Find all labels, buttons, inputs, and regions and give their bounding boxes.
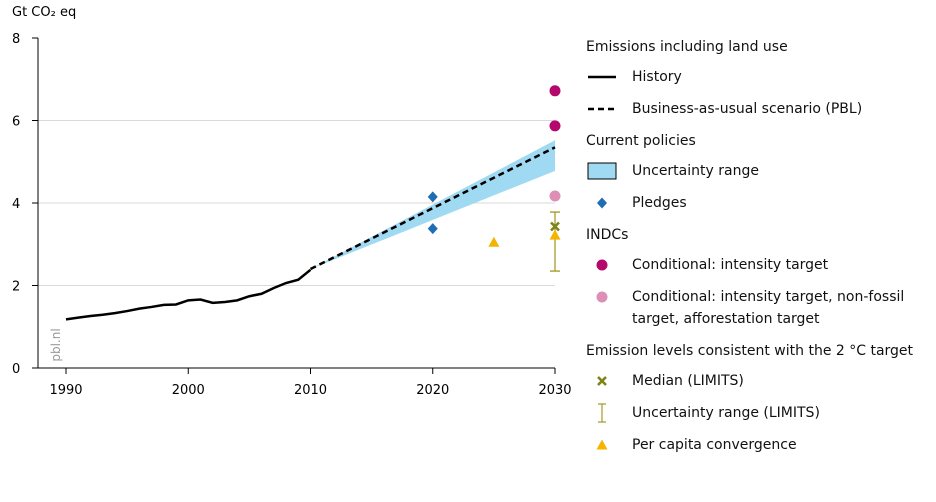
legend-label: Per capita convergence (632, 437, 797, 453)
marker (549, 120, 561, 132)
y-tick-label: 4 (12, 197, 20, 212)
legend-label: Uncertainty range (632, 163, 759, 179)
band (310, 140, 555, 269)
legend-heading: INDCs (586, 227, 629, 243)
legend-symbol (587, 162, 617, 180)
y-tick-label: 2 (12, 280, 20, 295)
legend-label: Pledges (632, 195, 687, 211)
chart: Gt CO₂ eq pbl.nl 0 2 4 6 8 1990 2000 2010 2020 20… (12, 5, 572, 398)
legend-symbol (597, 376, 607, 386)
legend-item: Median (LIMITS) (586, 370, 936, 392)
legend-heading: Current policies (586, 133, 696, 149)
line (65, 268, 312, 321)
legend-symbol (597, 197, 607, 209)
legend-symbol (596, 439, 608, 450)
marker (550, 221, 560, 232)
legend-heading: Emission levels consistent with the 2 °C… (586, 343, 914, 359)
x-tick-label: 2000 (172, 383, 205, 398)
error-bar (550, 211, 560, 272)
marker (427, 223, 438, 235)
marker (597, 197, 607, 209)
x-tick-label: 2010 (294, 383, 327, 398)
marker (596, 439, 608, 450)
marker (597, 376, 607, 386)
legend-item: Uncertainty range (LIMITS) (586, 402, 936, 424)
x-tick-label: 2020 (416, 383, 449, 398)
legend-symbol (588, 75, 616, 79)
marker (596, 291, 608, 303)
legend-item: Conditional: intensity target (586, 254, 936, 276)
y-tick-label: 6 (12, 115, 20, 130)
y-tick-label: 8 (12, 32, 20, 47)
legend-item: Conditional: intensity target, non-fossi… (586, 286, 936, 330)
legend-item: Pledges (586, 192, 936, 214)
legend-label: Conditional: intensity target, non-fossi… (632, 289, 905, 327)
dashed-line (309, 146, 556, 271)
x-tick-label: 2030 (538, 383, 571, 398)
watermark: pbl.nl (49, 328, 63, 361)
legend-label: History (632, 69, 682, 85)
legend-heading: Emissions including land use (586, 39, 788, 55)
legend-symbol (588, 107, 616, 111)
legend-label: Conditional: intensity target (632, 257, 829, 273)
marker (549, 229, 561, 240)
legend-label: Business-as-usual scenario (PBL) (632, 101, 863, 117)
y-tick-label: 0 (12, 362, 20, 377)
y-axis-label: Gt CO₂ eq (12, 5, 76, 20)
legend-item: History (586, 66, 936, 88)
legend-band (587, 162, 617, 180)
marker (549, 190, 561, 202)
x-tick-label: 1990 (49, 383, 82, 398)
legend-symbol (596, 259, 608, 271)
legend-item: Per capita convergence (586, 434, 936, 456)
legend-symbol (596, 291, 608, 303)
legend-item: Business-as-usual scenario (PBL) (586, 98, 936, 120)
legend-symbol (598, 403, 606, 423)
legend: Emissions including land use History Busin… (586, 36, 936, 466)
legend-label: Median (LIMITS) (632, 373, 744, 389)
marker (488, 236, 500, 247)
marker (596, 259, 608, 271)
legend-label: Uncertainty range (LIMITS) (632, 405, 820, 421)
marker (549, 85, 561, 97)
marker (427, 191, 438, 203)
legend-errorbar (598, 403, 606, 423)
legend-item: Uncertainty range (586, 160, 936, 182)
